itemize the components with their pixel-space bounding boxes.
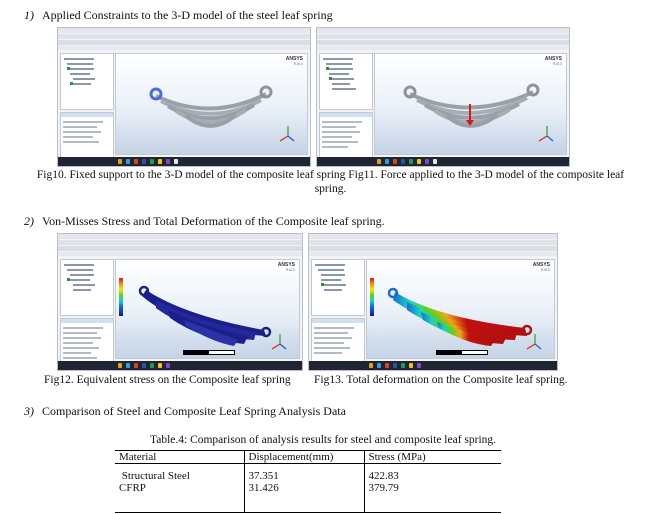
taskbar bbox=[58, 361, 302, 370]
outline-tree bbox=[60, 259, 114, 316]
table-header-row: Material Displacement(mm) Stress (MPa) bbox=[115, 450, 501, 464]
figure-caption-fig12: Fig12. Equivalent stress on the Composit… bbox=[44, 374, 291, 386]
ansys-logo: ANSYS R18.0 bbox=[532, 262, 550, 273]
section-heading-3: 3) Comparison of Steel and Composite Leaf… bbox=[24, 404, 346, 418]
graphics-viewport: ANSYS R18.0 bbox=[366, 259, 555, 359]
taskbar bbox=[309, 361, 557, 370]
graphics-viewport: ANSYS R18.0 bbox=[115, 53, 308, 155]
cell-stress: 422.83 bbox=[363, 463, 501, 482]
context-toolbar bbox=[58, 46, 310, 50]
section-number: 2) bbox=[24, 214, 34, 228]
header-material: Material bbox=[115, 450, 244, 464]
section-title: Von-Misses Stress and Total Deformation … bbox=[42, 214, 385, 228]
outline-tree bbox=[319, 53, 373, 110]
section-heading-2: 2) Von-Misses Stress and Total Deformatio… bbox=[24, 214, 385, 228]
table-caption: Table.4: Comparison of analysis results … bbox=[150, 434, 497, 446]
leaf-spring-model bbox=[403, 83, 554, 142]
results-table: Material Displacement(mm) Stress (MPa) S… bbox=[115, 450, 501, 513]
toolbar bbox=[58, 40, 310, 45]
table-row: Structural Steel 37.351 422.83 bbox=[115, 463, 501, 482]
outline-tree bbox=[311, 259, 365, 316]
toolbar bbox=[58, 34, 310, 39]
stress-color-legend bbox=[119, 278, 123, 316]
figure-caption-fig13: Fig13. Total deformation on the Composit… bbox=[314, 374, 568, 386]
ansys-logo: ANSYS R18.0 bbox=[285, 56, 303, 67]
graphics-viewport: ANSYS R18.0 bbox=[115, 259, 300, 359]
section-title: Applied Constraints to the 3-D model of … bbox=[42, 8, 333, 22]
cell-material: CFRP bbox=[115, 482, 244, 513]
leaf-spring-deformation-model bbox=[387, 287, 542, 350]
scale-bar bbox=[182, 350, 235, 355]
cell-material: Structural Steel bbox=[121, 470, 190, 482]
leaf-spring-model bbox=[149, 85, 295, 142]
section-number: 3) bbox=[24, 404, 34, 418]
section-heading-1: 1) Applied Constraints to the 3-D model o… bbox=[24, 8, 333, 22]
cell-stress: 379.79 bbox=[363, 482, 501, 513]
fig11-screenshot: ANSYS R18.0 bbox=[316, 27, 570, 167]
ansys-logo: ANSYS R18.0 bbox=[544, 56, 562, 67]
table-row: CFRP 31.426 379.79 bbox=[115, 482, 501, 513]
cell-displacement: 37.351 bbox=[243, 463, 364, 482]
fig13-screenshot: ANSYS R18.0 bbox=[308, 233, 558, 371]
window-titlebar bbox=[58, 28, 310, 33]
deformation-color-legend bbox=[370, 278, 374, 316]
fig12-screenshot: ANSYS R18.0 bbox=[57, 233, 303, 371]
fig10-screenshot: ANSYS R18.0 bbox=[57, 27, 311, 167]
graphics-viewport: ANSYS R18.0 bbox=[374, 53, 567, 155]
header-stress: Stress (MPa) bbox=[363, 450, 501, 464]
ansys-logo: ANSYS R18.0 bbox=[277, 262, 295, 273]
leaf-spring-stress-model bbox=[138, 285, 287, 350]
section-number: 1) bbox=[24, 8, 34, 22]
cell-displacement: 31.426 bbox=[243, 482, 364, 513]
outline-tree bbox=[60, 53, 114, 110]
taskbar bbox=[58, 157, 310, 166]
taskbar bbox=[317, 157, 569, 166]
scale-bar bbox=[435, 350, 488, 355]
header-displacement: Displacement(mm) bbox=[243, 450, 364, 464]
figure-caption-row1: Fig10. Fixed support to the 3-D model of… bbox=[36, 169, 625, 195]
section-title: Comparison of Steel and Composite Leaf S… bbox=[42, 404, 346, 418]
